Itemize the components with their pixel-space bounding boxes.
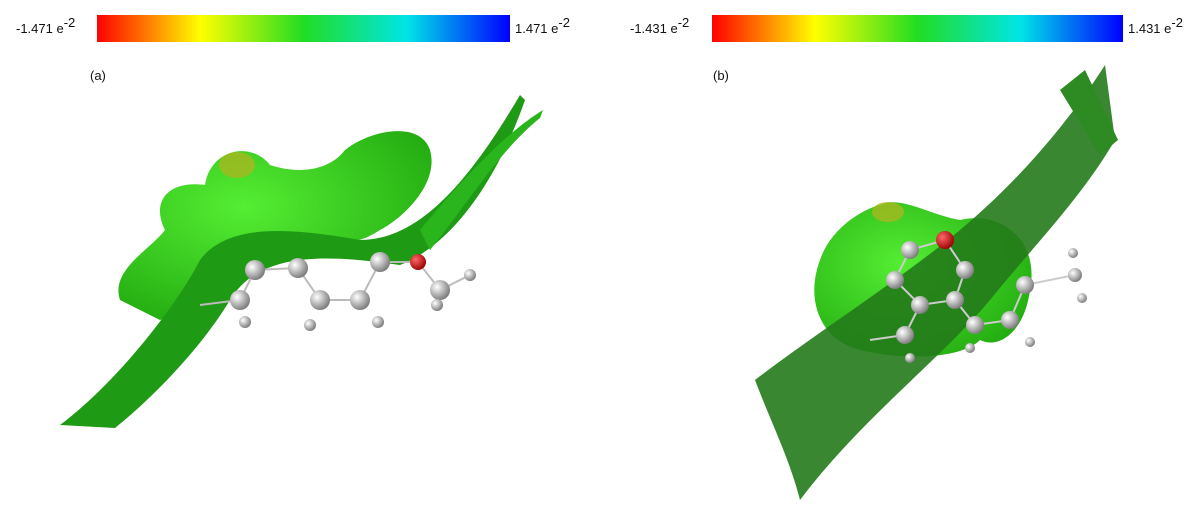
label-part: -2: [1171, 15, 1183, 30]
potential-surface: [118, 131, 431, 320]
label-part: -2: [558, 15, 570, 30]
figure: -1.471 e-2 1.471 e-2 (a) -1.431 e-2 1.43…: [0, 0, 1200, 502]
panel-label: (a): [90, 68, 106, 83]
label-part: -2: [678, 15, 690, 30]
color-bar: [97, 15, 510, 42]
label-part: -1.471 e: [16, 21, 64, 36]
scale-max-label: 1.471 e-2: [515, 15, 570, 36]
ribbon-surface: [755, 65, 1115, 500]
surface-patch: [872, 202, 904, 222]
ribbon-surface: [420, 110, 543, 250]
scale-min-label: -1.471 e-2: [16, 15, 75, 36]
panel-b: -1.431 e-2 1.431 e-2 (b): [630, 15, 1183, 500]
color-bar: [712, 15, 1123, 42]
scale-max-label: 1.431 e-2: [1128, 15, 1183, 36]
scale-min-label: -1.431 e-2: [630, 15, 689, 36]
label-part: 1.431 e: [1128, 21, 1171, 36]
label-part: -1.431 e: [630, 21, 678, 36]
panel-a: -1.471 e-2 1.471 e-2 (a): [16, 15, 570, 428]
label-part: -2: [64, 15, 76, 30]
panel-label: (b): [713, 68, 729, 83]
surface-patch: [219, 152, 255, 178]
label-part: 1.471 e: [515, 21, 558, 36]
